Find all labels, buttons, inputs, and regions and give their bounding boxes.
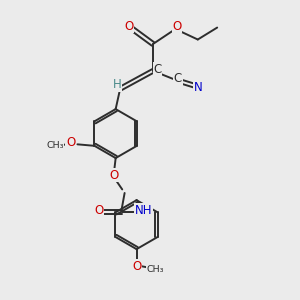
Text: CH₃: CH₃ bbox=[46, 141, 64, 150]
Text: C: C bbox=[174, 72, 182, 85]
Text: O: O bbox=[172, 20, 182, 33]
Text: NH: NH bbox=[135, 204, 152, 217]
Text: N: N bbox=[194, 81, 202, 94]
Text: C: C bbox=[153, 63, 162, 76]
Text: O: O bbox=[132, 260, 141, 273]
Text: CH₃: CH₃ bbox=[147, 265, 164, 274]
Text: O: O bbox=[66, 136, 75, 149]
Text: O: O bbox=[124, 20, 134, 33]
Text: O: O bbox=[94, 203, 103, 217]
Text: O: O bbox=[110, 169, 119, 182]
Text: H: H bbox=[113, 78, 122, 91]
